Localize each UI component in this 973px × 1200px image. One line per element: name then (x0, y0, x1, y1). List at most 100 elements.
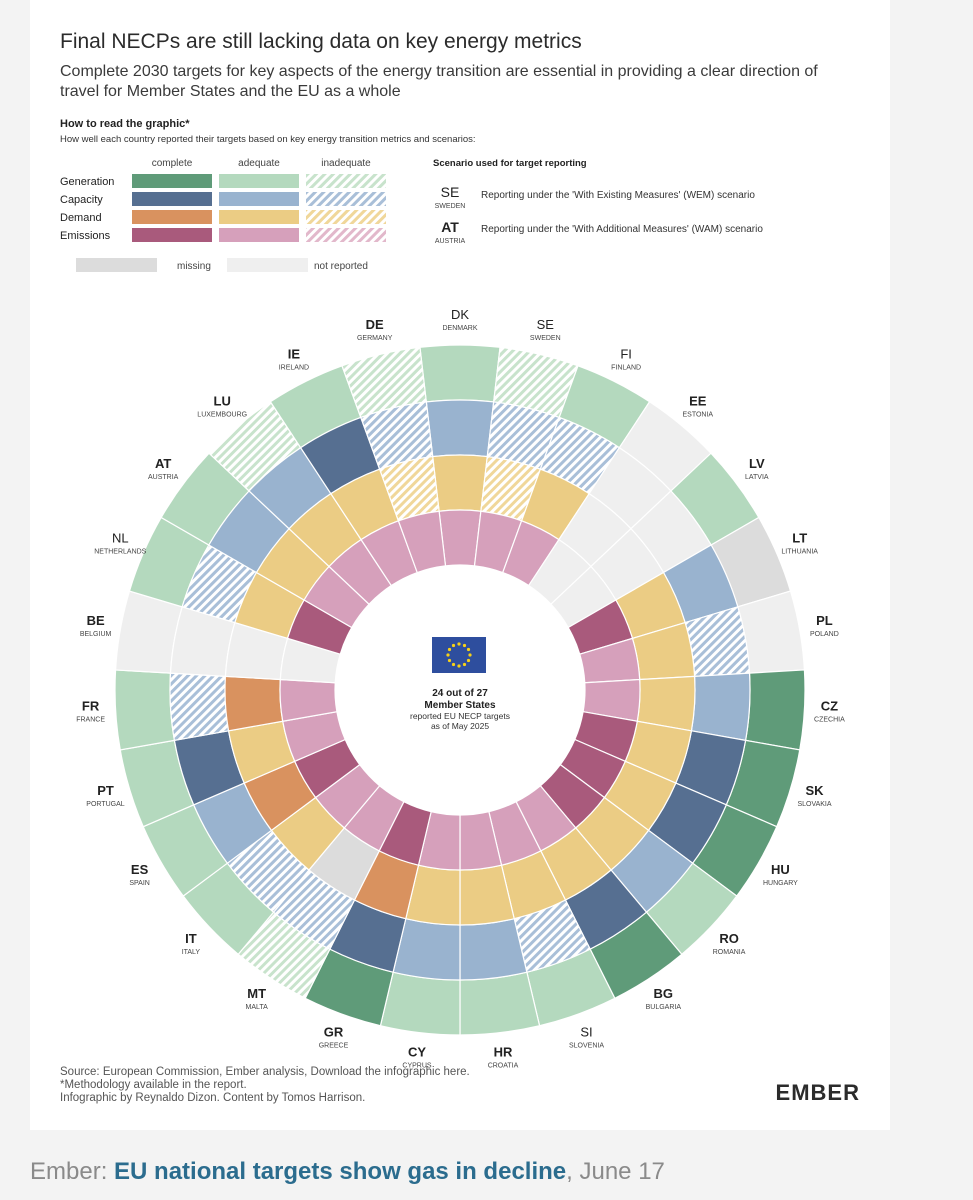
scenario-heading: Scenario used for target reporting (433, 158, 587, 169)
footer-source: Source: European Commission, Ember analy… (60, 1066, 470, 1078)
legend-swatch-demand-complete (132, 210, 212, 224)
scenario-wam-code: AT (441, 219, 459, 235)
center-line1: 24 out of 27 (432, 688, 488, 699)
legend-swatch-capacity-inadequate (306, 192, 386, 206)
country-code-fi: FI (620, 346, 632, 361)
chart-subtitle-line2: travel for Member States and the EU as a… (60, 83, 401, 100)
country-code-si: SI (580, 1025, 592, 1040)
segment-fr-generation (114, 669, 176, 751)
country-name-pl: POLAND (810, 631, 839, 638)
country-name-be: BELGIUM (80, 631, 112, 638)
legend-swatch-missing (76, 258, 157, 272)
country-name-es: SPAIN (129, 880, 150, 887)
caption-article-link[interactable]: EU national targets show gas in decline (114, 1158, 567, 1185)
country-code-lv: LV (749, 456, 765, 471)
scenario-wam-country: AUSTRIA (435, 238, 466, 245)
eu-star-icon (462, 662, 467, 667)
legend-swatch-not-reported (227, 258, 308, 272)
legend-heading: How to read the graphic* (60, 118, 190, 130)
country-name-ro: ROMANIA (713, 949, 746, 956)
country-name-fr: FRANCE (76, 717, 105, 724)
eu-star-icon (466, 647, 471, 652)
eu-star-icon (447, 647, 452, 652)
country-name-dk: DENMARK (442, 325, 477, 332)
footer-credits: Infographic by Reynaldo Dizon. Content b… (60, 1092, 365, 1104)
legend-swatch-emissions-adequate (219, 228, 299, 242)
center-line3: reported EU NECP targets (410, 711, 510, 721)
page-caption: Ember: EU national targets show gas in d… (30, 1158, 665, 1186)
country-code-mt: MT (247, 986, 266, 1001)
legend-swatch-demand-inadequate (306, 210, 386, 224)
country-code-de: DE (366, 317, 384, 332)
country-code-ee: EE (689, 394, 707, 409)
segment-hr-generation (459, 971, 541, 1036)
caption-source: Ember: (30, 1158, 115, 1185)
country-name-se: SWEDEN (530, 335, 561, 342)
legend-swatch-generation-inadequate (306, 174, 386, 188)
country-name-lt: LITHUANIA (781, 549, 818, 556)
country-name-pt: PORTUGAL (86, 801, 124, 808)
eu-star-icon (446, 653, 450, 657)
country-name-fi: FINLAND (611, 364, 641, 371)
legend-label-missing: missing (177, 261, 211, 272)
country-code-lu: LU (214, 394, 231, 409)
country-name-bg: BULGARIA (646, 1004, 682, 1011)
legend-swatch-emissions-complete (132, 228, 212, 242)
legend-swatch-emissions-inadequate (306, 228, 386, 242)
legend-label-not-reported: not reported (314, 261, 368, 272)
country-code-se: SE (537, 317, 555, 332)
legend-label-capacity: Capacity (60, 194, 103, 206)
country-name-mt: MALTA (246, 1004, 269, 1011)
segment-dk-demand (432, 454, 488, 512)
country-code-bg: BG (654, 986, 674, 1001)
eu-star-icon (451, 662, 456, 667)
scenario-wem-text: Reporting under the 'With Existing Measu… (481, 190, 755, 201)
country-name-nl: NETHERLANDS (94, 549, 146, 556)
country-code-lt: LT (792, 531, 807, 546)
segment-fr-capacity (169, 672, 230, 742)
infographic-svg: Final NECPs are still lacking data on ke… (60, 30, 860, 1105)
country-code-pt: PT (97, 783, 114, 798)
country-code-es: ES (131, 862, 149, 877)
country-code-hu: HU (771, 862, 790, 877)
legend-col-adequate: adequate (238, 158, 280, 169)
segment-dk-capacity (425, 399, 495, 458)
country-code-ie: IE (288, 346, 301, 361)
scenario-wem-code: SE (441, 184, 460, 200)
country-code-be: BE (87, 613, 105, 628)
eu-flag-icon (432, 637, 486, 673)
eu-star-icon (447, 658, 452, 663)
segment-cz-generation (744, 669, 806, 751)
ember-logo: EMBER (776, 1080, 860, 1105)
segment-cz-capacity (690, 672, 751, 742)
scenario-wam-text: Reporting under the 'With Additional Mea… (481, 224, 763, 235)
country-name-cz: CZECHIA (814, 717, 845, 724)
country-name-sk: SLOVAKIA (797, 801, 831, 808)
chart-title: Final NECPs are still lacking data on ke… (60, 30, 582, 53)
country-name-de: GERMANY (357, 335, 393, 342)
country-name-it: ITALY (182, 949, 201, 956)
legend-col-complete: complete (152, 158, 193, 169)
country-code-hr: HR (494, 1045, 513, 1060)
legend-label-demand: Demand (60, 212, 102, 224)
segment-de-emissions (397, 510, 447, 574)
eu-star-icon (468, 653, 472, 657)
country-code-it: IT (185, 931, 197, 946)
center-line4: as of May 2025 (431, 721, 489, 731)
country-name-cy: CYPRUS (402, 1063, 432, 1070)
footer-methodology: *Methodology available in the report. (60, 1079, 247, 1091)
country-code-sk: SK (805, 783, 824, 798)
center-disc (384, 614, 536, 766)
country-code-fr: FR (82, 699, 100, 714)
legend-col-inadequate: inadequate (321, 158, 371, 169)
country-name-lv: LATVIA (745, 474, 769, 481)
legend-swatch-generation-complete (132, 174, 212, 188)
eu-star-icon (457, 664, 461, 668)
country-code-ro: RO (719, 931, 739, 946)
country-name-gr: GREECE (319, 1043, 349, 1050)
country-name-si: SLOVENIA (569, 1043, 604, 1050)
legend-label-generation: Generation (60, 176, 114, 188)
legend-label-emissions: Emissions (60, 230, 111, 242)
eu-star-icon (466, 658, 471, 663)
legend-subheading: How well each country reported their tar… (60, 134, 476, 145)
